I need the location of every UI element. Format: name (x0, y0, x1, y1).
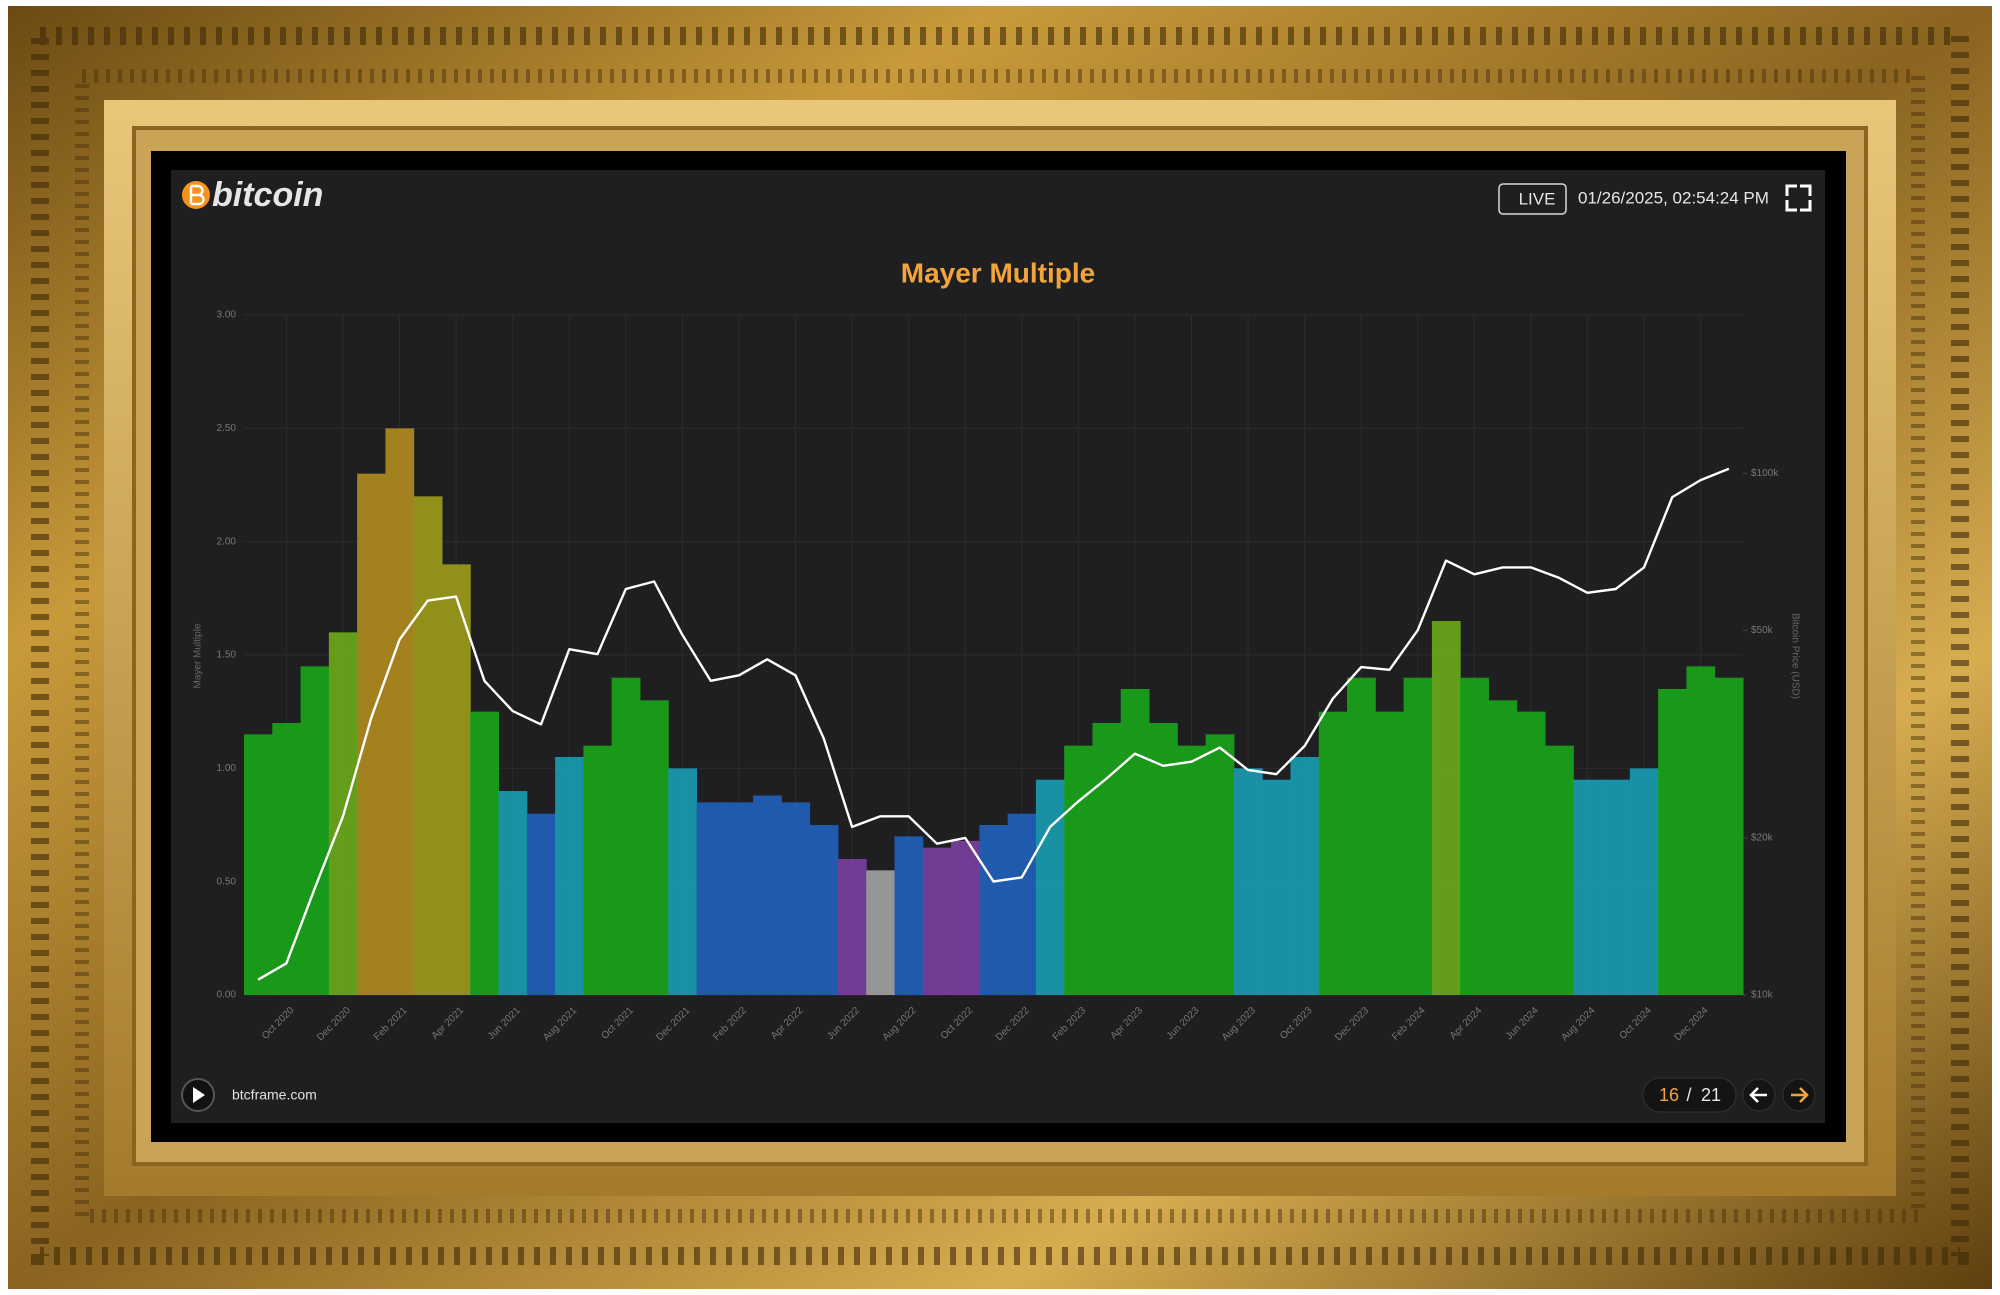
bar (1035, 779, 1065, 995)
bar (979, 825, 1009, 995)
logo-text: bitcoin (212, 176, 323, 214)
page-separator: / (1686, 1085, 1691, 1105)
bar (470, 711, 500, 995)
bar (668, 768, 698, 995)
bar (781, 802, 811, 995)
bar (837, 859, 867, 995)
live-badge[interactable] (1498, 183, 1567, 215)
bar (1488, 700, 1518, 995)
y-tick-label: 3.00 (217, 310, 237, 321)
bar (611, 677, 641, 995)
bar (1516, 711, 1546, 995)
bar (696, 802, 726, 995)
bar (1601, 779, 1631, 995)
bar (1375, 711, 1405, 995)
bar (1714, 677, 1744, 995)
bar (1120, 689, 1150, 995)
y-tick-label: 0.00 (217, 990, 237, 1001)
bar (894, 836, 924, 995)
y-tick-label: 0.50 (217, 876, 237, 887)
bar (441, 564, 471, 995)
bar (244, 734, 273, 995)
bar (1573, 779, 1603, 995)
bar (357, 473, 386, 996)
timestamp: 01/26/2025, 02:54:24 PM (1578, 188, 1769, 207)
bar (951, 840, 980, 995)
bar (724, 802, 754, 995)
bar (1149, 723, 1178, 995)
y2-tick-label: $50k (1751, 625, 1774, 636)
bar (385, 428, 415, 995)
bar (272, 723, 302, 995)
bar (526, 813, 556, 995)
bar (809, 825, 839, 995)
page-indicator (1642, 1077, 1737, 1113)
chart-title: Mayer Multiple (901, 257, 1095, 288)
page-total: 21 (1701, 1085, 1721, 1105)
bar (639, 700, 669, 995)
bar (555, 757, 584, 995)
y-tick-label: 2.50 (217, 423, 237, 434)
y-tick-label: 2.00 (217, 536, 237, 547)
bar (1205, 734, 1235, 995)
bar (498, 791, 528, 995)
y2-tick-label: $20k (1751, 833, 1774, 844)
logo-glyph (189, 184, 205, 206)
bar (1290, 757, 1320, 995)
y-tick-label: 1.50 (217, 650, 237, 661)
y2-axis-title: Bitcoin Price (USD) (1789, 613, 1800, 699)
frame-ornament (31, 27, 1969, 1265)
bar (1347, 677, 1376, 995)
prev-icon (1749, 1087, 1767, 1103)
bar (1686, 666, 1716, 995)
bar (1318, 711, 1348, 995)
y-axis-title: Mayer Multiple (193, 623, 204, 688)
bar (1064, 745, 1093, 995)
bar (1545, 745, 1574, 995)
next-icon (1791, 1087, 1809, 1103)
bar (1262, 779, 1291, 995)
bar (753, 795, 782, 995)
bar (1431, 621, 1461, 995)
site-link[interactable]: btcframe.com (232, 1087, 317, 1103)
play-icon (193, 1087, 205, 1103)
y-tick-label: 1.00 (217, 763, 237, 774)
fullscreen-button[interactable] (1785, 184, 1812, 212)
price-line (257, 467, 1730, 981)
live-label: LIVE (1519, 189, 1556, 208)
bar (1177, 745, 1207, 995)
bar (1460, 677, 1489, 995)
bar (1658, 689, 1687, 995)
bar (1092, 723, 1122, 995)
page-current: 16 (1659, 1085, 1679, 1105)
bar (413, 496, 443, 995)
bar (1007, 813, 1037, 995)
bar (1233, 768, 1263, 995)
bar (1403, 677, 1433, 995)
bar (300, 666, 330, 995)
bar (1629, 768, 1659, 995)
bar (922, 847, 952, 995)
y2-tick-label: $10k (1751, 990, 1774, 1001)
y2-tick-label: $100k (1751, 468, 1779, 479)
bar (583, 745, 613, 995)
bar (866, 870, 896, 995)
